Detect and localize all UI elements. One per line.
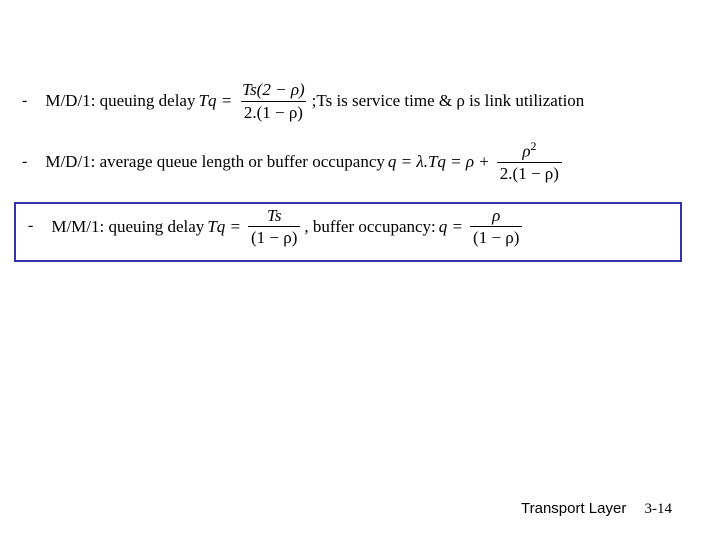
footer-page: 3-14 [645, 501, 673, 517]
bullet-item-3: - M/M/1: queuing delay Tq = Ts (1 − ρ) ,… [20, 206, 676, 248]
item3-label: M/M/1: queuing delay [51, 216, 204, 238]
bullet-dash: - [22, 152, 27, 173]
slide-footer: Transport Layer 3-14 [521, 500, 672, 518]
item2-label: M/D/1: average queue length or buffer oc… [45, 151, 385, 173]
footer-title: Transport Layer [521, 500, 626, 517]
item1-denominator: 2.(1 − ρ) [241, 101, 306, 123]
item3-fraction1: Ts (1 − ρ) [248, 206, 300, 248]
item1-fraction: Ts(2 − ρ) 2.(1 − ρ) [239, 80, 307, 122]
formula-block: - M/D/1: queuing delay Tq = Ts(2 − ρ) 2.… [0, 80, 720, 262]
item1-numerator: Ts(2 − ρ) [239, 80, 307, 101]
bullet-item-1: - M/D/1: queuing delay Tq = Ts(2 − ρ) 2.… [0, 80, 720, 122]
item3-eqvar2: q = [439, 216, 463, 238]
item1-eqvar: Tq = [198, 90, 232, 112]
item3-eqvar1: Tq = [207, 216, 241, 238]
item2-numerator: ρ2 [519, 140, 539, 162]
item3-den1: (1 − ρ) [248, 226, 300, 248]
bullet-dash: - [28, 216, 33, 237]
item3-mid: , buffer occupancy: [304, 216, 435, 238]
bullet-item-2: - M/D/1: average queue length or buffer … [0, 140, 720, 184]
item2-fraction: ρ2 2.(1 − ρ) [497, 140, 562, 184]
item3-fraction2: ρ (1 − ρ) [470, 206, 522, 248]
item2-denominator: 2.(1 − ρ) [497, 162, 562, 184]
bullet-dash: - [22, 91, 27, 112]
item3-num2: ρ [489, 206, 503, 227]
item2-eqvar: q = λ.Tq = ρ + [388, 151, 490, 173]
item1-label: M/D/1: queuing delay [45, 90, 195, 112]
item3-num1: Ts [264, 206, 285, 227]
highlight-box: - M/M/1: queuing delay Tq = Ts (1 − ρ) ,… [14, 202, 682, 262]
item1-tail: Ts is service time & ρ is link utilizati… [316, 90, 584, 112]
item3-den2: (1 − ρ) [470, 226, 522, 248]
